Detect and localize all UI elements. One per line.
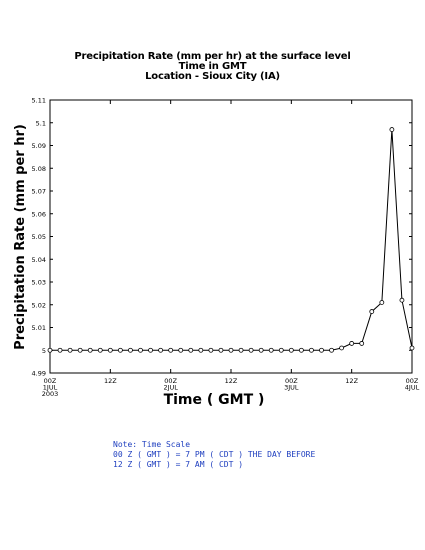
data-point	[67, 347, 73, 353]
x-tick-label: 00Z	[44, 377, 57, 385]
y-tick-label: 5.1	[36, 119, 46, 127]
data-point	[268, 347, 274, 353]
x-tick-label: 12Z	[104, 377, 117, 385]
data-point	[228, 347, 234, 353]
chart-subtitle-time: Time in GMT	[178, 61, 247, 72]
data-point	[298, 347, 304, 353]
data-point	[369, 309, 375, 314]
series-line	[50, 129, 413, 351]
data-point	[258, 347, 264, 353]
data-point	[148, 347, 153, 353]
x-tick-label: 4JUL	[405, 384, 420, 392]
data-point	[339, 345, 345, 351]
y-tick-label: 5.03	[32, 279, 46, 287]
data-point	[77, 347, 83, 353]
y-tick-label: 5.07	[32, 188, 46, 196]
data-point	[238, 347, 244, 353]
data-point	[389, 127, 395, 132]
data-point	[168, 347, 174, 353]
note-line-1: Note: Time Scale	[113, 440, 191, 449]
y-tick-label: 5	[42, 347, 46, 355]
x-tick-label: 1JUL	[43, 384, 58, 392]
data-point	[319, 347, 324, 353]
y-tick-label: 5.09	[32, 142, 46, 150]
data-point	[198, 347, 204, 353]
y-tick-label: 5.11	[32, 97, 46, 105]
series-group	[47, 127, 415, 353]
chart-title: Precipitation Rate (mm per hr) at the su…	[74, 51, 351, 62]
data-point	[218, 347, 224, 353]
data-point	[309, 347, 314, 353]
data-point	[138, 347, 143, 353]
x-tick-label: 00Z	[285, 377, 298, 385]
y-axis-label: Precipitation Rate (mm per hr)	[13, 124, 28, 350]
data-point	[47, 347, 53, 353]
x-axis-label: Time ( GMT )	[164, 392, 265, 408]
data-point	[349, 341, 355, 346]
y-tick-label: 5.04	[32, 256, 46, 264]
data-point	[158, 347, 164, 353]
data-point	[107, 347, 113, 353]
data-point	[97, 347, 103, 353]
x-tick-label: 12Z	[225, 377, 238, 385]
x-tick-label: 00Z	[406, 377, 419, 385]
data-point	[288, 347, 294, 353]
x-tick-label: 00Z	[164, 377, 177, 385]
data-point	[409, 345, 415, 351]
y-axis: 5.11 5.1 5.09 5.08 5.07 5.06 5.05 5.04 5.03 5.02 5…	[32, 97, 412, 378]
y-tick-label: 5.01	[32, 324, 46, 332]
data-point	[188, 347, 194, 353]
data-point	[278, 347, 284, 353]
data-point	[128, 347, 133, 353]
plot-frame	[49, 99, 413, 374]
data-point	[117, 347, 123, 353]
y-tick-label: 4.99	[32, 370, 46, 378]
note-line-3: 12 Z ( GMT ) = 7 AM ( CDT )	[113, 460, 244, 469]
data-point	[178, 347, 184, 353]
data-point	[57, 347, 63, 353]
chart-subtitle-location: Location - Sioux City (IA)	[145, 71, 280, 82]
x-tick-label: 12Z	[345, 377, 358, 385]
x-tick-label: 3JUL	[284, 384, 299, 392]
data-point	[399, 297, 405, 303]
x-tick-label: 2JUL	[163, 384, 178, 392]
data-point	[329, 347, 334, 353]
data-point	[359, 341, 365, 346]
y-tick-label: 5.05	[32, 233, 46, 241]
data-point	[379, 300, 385, 305]
note-line-2: 00 Z ( GMT ) = 7 PM ( CDT ) THE DAY BEFO…	[113, 450, 316, 459]
y-tick-label: 5.06	[32, 210, 46, 218]
data-point	[248, 347, 254, 353]
data-point	[208, 347, 214, 353]
data-point	[87, 347, 93, 353]
y-tick-label: 5.02	[32, 301, 46, 309]
x-tick-label: 2003	[42, 390, 59, 398]
y-tick-label: 5.08	[32, 165, 46, 173]
